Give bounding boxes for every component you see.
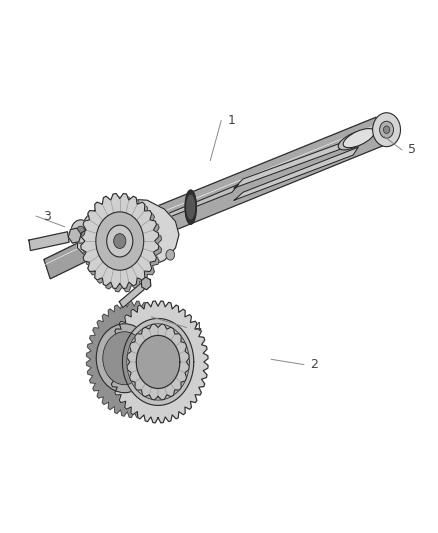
Polygon shape xyxy=(108,301,208,423)
Polygon shape xyxy=(44,238,94,279)
Ellipse shape xyxy=(373,113,400,147)
Text: 4: 4 xyxy=(193,321,201,334)
Circle shape xyxy=(114,233,126,248)
Ellipse shape xyxy=(343,128,374,148)
Polygon shape xyxy=(122,319,194,406)
Circle shape xyxy=(96,212,144,270)
Ellipse shape xyxy=(383,126,390,134)
Polygon shape xyxy=(82,117,376,237)
Circle shape xyxy=(76,226,85,237)
Text: 1: 1 xyxy=(228,114,236,127)
Ellipse shape xyxy=(338,131,370,150)
Ellipse shape xyxy=(103,332,146,385)
Ellipse shape xyxy=(380,121,393,138)
Polygon shape xyxy=(83,197,161,292)
Polygon shape xyxy=(187,196,194,219)
Polygon shape xyxy=(78,199,179,271)
Polygon shape xyxy=(82,117,384,265)
Polygon shape xyxy=(119,284,144,308)
Polygon shape xyxy=(29,232,69,251)
Polygon shape xyxy=(136,335,180,389)
Polygon shape xyxy=(81,193,159,288)
Polygon shape xyxy=(234,136,358,188)
Circle shape xyxy=(71,220,90,243)
Polygon shape xyxy=(127,324,189,400)
Polygon shape xyxy=(185,190,196,224)
Polygon shape xyxy=(149,184,239,225)
Circle shape xyxy=(107,225,133,257)
Polygon shape xyxy=(141,277,151,290)
Polygon shape xyxy=(86,301,182,417)
Polygon shape xyxy=(234,147,358,200)
Circle shape xyxy=(166,249,175,260)
Polygon shape xyxy=(44,238,88,260)
Ellipse shape xyxy=(96,324,153,393)
Text: 5: 5 xyxy=(408,143,417,156)
Polygon shape xyxy=(68,228,81,243)
Polygon shape xyxy=(127,324,189,400)
Text: 3: 3 xyxy=(43,209,51,223)
Text: 2: 2 xyxy=(311,358,318,371)
